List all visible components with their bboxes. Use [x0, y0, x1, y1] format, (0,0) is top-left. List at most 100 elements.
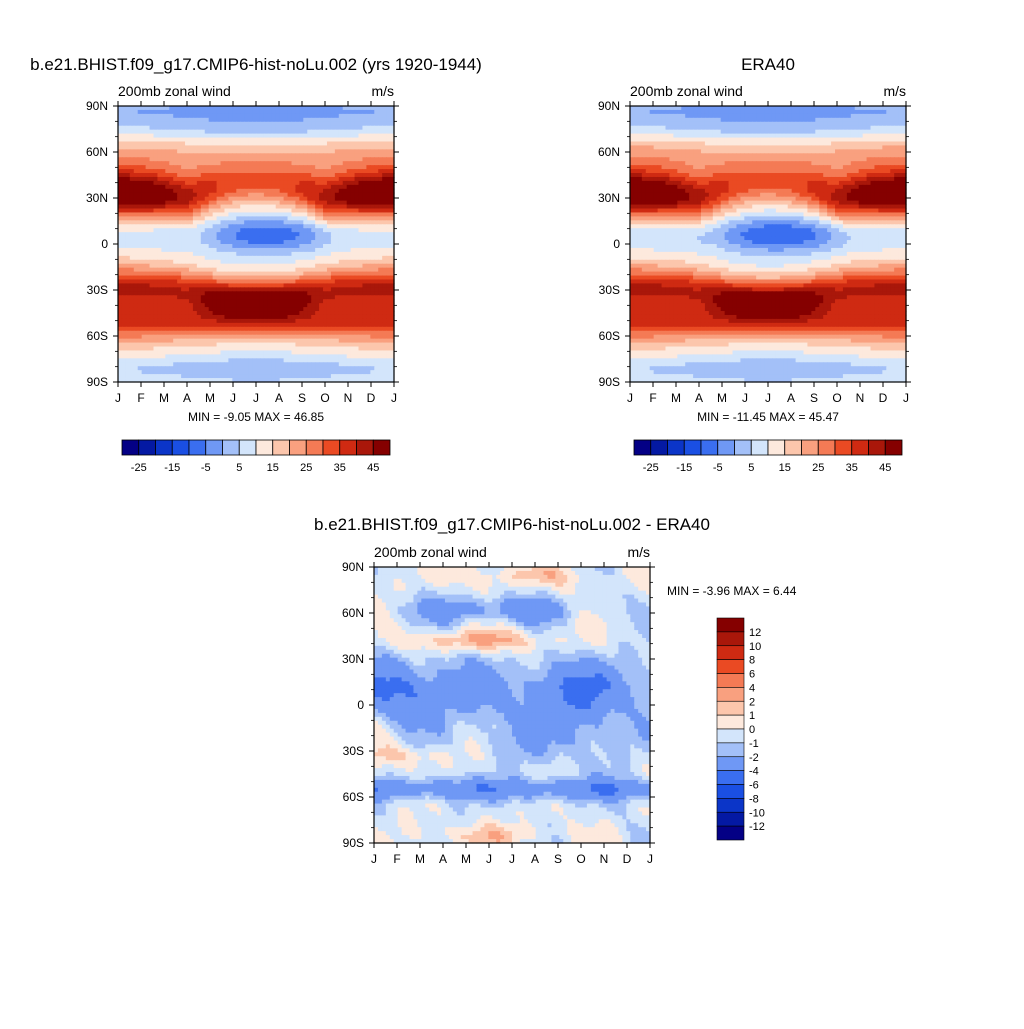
contour-cell	[122, 236, 127, 241]
contour-cell	[291, 205, 296, 210]
contour-cell	[319, 350, 324, 355]
contour-cell	[268, 291, 273, 296]
contour-cell	[366, 220, 371, 225]
contour-cell	[138, 169, 143, 174]
contour-cell	[232, 272, 237, 277]
contour-cell	[303, 153, 308, 158]
contour-cell	[351, 130, 356, 135]
contour-cell	[347, 339, 352, 344]
contour-cell	[232, 279, 237, 284]
contour-cell	[122, 145, 127, 150]
contour-cell	[240, 319, 245, 324]
contour-cell	[224, 264, 229, 269]
contour-cell	[193, 193, 198, 198]
contour-cell	[130, 347, 135, 352]
x-tick-label: N	[344, 391, 353, 405]
contour-cell	[291, 110, 296, 115]
contour-cell	[335, 130, 340, 135]
contour-cell	[311, 319, 316, 324]
contour-cell	[224, 209, 229, 214]
contour-cell	[228, 343, 233, 348]
contour-cell	[157, 366, 162, 371]
contour-cell	[244, 327, 249, 332]
contour-cell	[284, 279, 289, 284]
contour-cell	[343, 264, 348, 269]
contour-cell	[284, 106, 289, 111]
contour-cell	[284, 291, 289, 296]
contour-cell	[339, 268, 344, 273]
contour-cell	[288, 114, 293, 119]
contour-cell	[331, 205, 336, 210]
contour-cell	[150, 248, 155, 253]
contour-cell	[228, 224, 233, 229]
contour-cell	[130, 264, 135, 269]
contour-cell	[299, 173, 304, 178]
contour-cell	[153, 343, 158, 348]
contour-cell	[153, 299, 158, 304]
contour-cell	[311, 181, 316, 186]
contour-cell	[118, 130, 123, 135]
contour-cell	[248, 279, 253, 284]
contour-cell	[288, 110, 293, 115]
contour-cell	[213, 236, 218, 241]
contour-cell	[209, 358, 214, 363]
contour-cell	[189, 319, 194, 324]
contour-cell	[157, 173, 162, 178]
contour-cell	[185, 299, 190, 304]
contour-cell	[315, 339, 320, 344]
contour-cell	[244, 177, 249, 182]
contour-cell	[224, 299, 229, 304]
contour-cell	[173, 331, 178, 336]
contour-cell	[122, 358, 127, 363]
contour-cell	[126, 248, 131, 253]
contour-cell	[142, 307, 147, 312]
contour-cell	[280, 169, 285, 174]
contour-cell	[122, 189, 127, 194]
contour-cell	[343, 260, 348, 265]
contour-cell	[386, 311, 391, 316]
contour-cell	[331, 157, 336, 162]
contour-cell	[252, 339, 257, 344]
contour-cell	[291, 130, 296, 135]
contour-cell	[232, 110, 237, 115]
contour-cell	[213, 141, 218, 146]
contour-cell	[134, 319, 139, 324]
contour-cell	[260, 209, 265, 214]
contour-cell	[248, 177, 253, 182]
contour-cell	[142, 126, 147, 131]
contour-cell	[351, 295, 356, 300]
contour-cell	[351, 145, 356, 150]
contour-cell	[351, 327, 356, 332]
contour-cell	[355, 106, 360, 111]
contour-cell	[315, 362, 320, 367]
contour-cell	[378, 370, 383, 375]
contour-cell	[161, 157, 166, 162]
contour-cell	[236, 201, 241, 206]
contour-cell	[221, 299, 226, 304]
contour-cell	[177, 331, 182, 336]
contour-cell	[165, 370, 170, 375]
contour-cell	[205, 347, 210, 352]
contour-cell	[138, 287, 143, 292]
contour-cell	[244, 299, 249, 304]
contour-cell	[355, 232, 360, 237]
contour-cell	[359, 236, 364, 241]
contour-cell	[118, 335, 123, 340]
contour-cell	[153, 193, 158, 198]
contour-cell	[347, 358, 352, 363]
contour-cell	[362, 122, 367, 127]
contour-cell	[370, 228, 375, 233]
contour-cell	[264, 362, 269, 367]
contour-cell	[315, 244, 320, 249]
contour-cell	[264, 153, 269, 158]
contour-cell	[370, 224, 375, 229]
contour-cell	[272, 177, 277, 182]
contour-cell	[244, 126, 249, 131]
contour-cell	[311, 205, 316, 210]
contour-cell	[221, 177, 226, 182]
contour-cell	[221, 287, 226, 292]
contour-cell	[142, 291, 147, 296]
contour-cell	[153, 122, 158, 127]
contour-cell	[205, 157, 210, 162]
contour-cell	[307, 362, 312, 367]
